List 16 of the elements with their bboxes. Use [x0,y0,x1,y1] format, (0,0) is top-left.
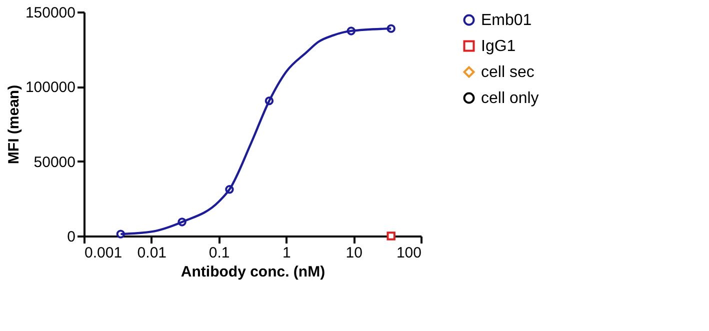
y-tick-label: 150000 [25,4,76,22]
y-tick-label: 100000 [25,79,76,96]
x-tick-label: 10 [346,244,362,262]
x-axis-title: Antibody conc. (nM) [180,264,326,280]
x-tick-label: 0.1 [208,244,230,262]
legend-label: IgG1 [481,38,516,55]
y-tick-label: 0 [67,228,76,246]
x-tick-label: 1 [282,244,291,262]
x-tick-label: 100 [396,244,422,262]
y-axis-title: MFI (mean) [5,84,22,164]
legend-label: Emb01 [481,12,532,29]
legend-label: cell only [481,90,539,107]
x-tick-label: 0.001 [84,244,122,262]
legend-label: cell sec [481,64,534,81]
y-tick-label: 50000 [34,154,76,171]
x-tick-label: 0.01 [137,244,166,262]
